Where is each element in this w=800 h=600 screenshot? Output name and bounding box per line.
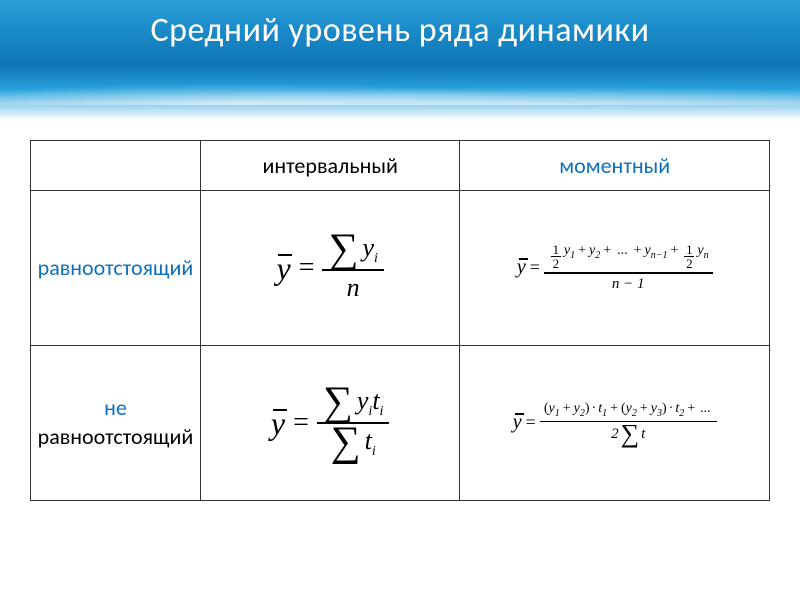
header-row: интервальный моментный [31, 141, 770, 191]
ybar-symbol: y [517, 256, 526, 279]
denominator: n [341, 271, 366, 305]
equal-row: равноотстоящий y = ∑ yi n [31, 191, 770, 346]
equals-sign: = [299, 252, 315, 284]
row-label-equal: равноотстоящий [31, 191, 201, 346]
numerator: ∑ yiti [317, 384, 390, 422]
denominator: 2 ∑ t [611, 422, 645, 445]
unequal-row: не равноотстоящий y = ∑ yiti ∑ [31, 346, 770, 501]
sigma-symbol: ∑ [323, 386, 353, 420]
header-interval: интервальный [200, 141, 459, 191]
cell-interval-equal: y = ∑ yi n [200, 191, 459, 346]
cell-moment-unequal: y = (y1+y2)·t1+(y2+y3)·t2+... 2 ∑ t [460, 346, 770, 501]
equals-sign: = [526, 412, 536, 433]
row-label-unequal: не равноотстоящий [31, 346, 201, 501]
equals-sign: = [293, 407, 309, 439]
half-fraction: 12 [684, 243, 694, 270]
equals-sign: = [530, 257, 540, 278]
formula-interval-equal: y = ∑ yi n [276, 231, 383, 305]
sigma-symbol: ∑ [328, 233, 358, 267]
var-yi-ti: yiti [357, 386, 384, 420]
half-fraction: 12 [551, 243, 561, 270]
fraction: ∑ yi n [322, 231, 383, 305]
formula-interval-unequal: y = ∑ yiti ∑ ti [271, 384, 390, 462]
numerator: ∑ yi [322, 231, 383, 269]
fraction: ∑ yiti ∑ ti [317, 384, 390, 462]
denominator: ∑ ti [325, 424, 382, 462]
formula-moment-equal: y = 12y1+y2+...+yn−1+12yn n − 1 [517, 243, 713, 292]
formula-moment-unequal: y = (y1+y2)·t1+(y2+y3)·t2+... 2 ∑ t [513, 401, 717, 445]
cell-moment-equal: y = 12y1+y2+...+yn−1+12yn n − 1 [460, 191, 770, 346]
numerator: (y1+y2)·t1+(y2+y3)·t2+... [540, 401, 717, 421]
var-ti: ti [365, 426, 376, 460]
ybar-symbol: y [513, 411, 522, 434]
cell-interval-unequal: y = ∑ yiti ∑ ti [200, 346, 459, 501]
label-unequal-line2: равноотстоящий [32, 423, 199, 452]
denominator: n − 1 [612, 274, 645, 293]
table-container: интервальный моментный равноотстоящий y … [0, 140, 800, 501]
sigma-symbol: ∑ [331, 426, 361, 460]
den-t: t [641, 426, 645, 443]
numerator: 12y1+y2+...+yn−1+12yn [544, 243, 713, 272]
sigma-symbol: ∑ [621, 424, 640, 445]
ybar-symbol: y [276, 250, 290, 287]
label-unequal-line1: не [32, 394, 199, 423]
fraction: (y1+y2)·t1+(y2+y3)·t2+... 2 ∑ t [540, 401, 717, 445]
den-two: 2 [611, 426, 619, 443]
label-equal-text: равноотстоящий [32, 254, 199, 283]
ybar-symbol: y [271, 405, 285, 442]
slide-header: Средний уровень ряда динамики [0, 0, 800, 120]
var-y: yi [362, 233, 377, 267]
formula-table: интервальный моментный равноотстоящий y … [30, 140, 770, 501]
header-moment: моментный [460, 141, 770, 191]
fraction: 12y1+y2+...+yn−1+12yn n − 1 [544, 243, 713, 292]
corner-cell [31, 141, 201, 191]
slide-title: Средний уровень ряда динамики [150, 10, 649, 51]
